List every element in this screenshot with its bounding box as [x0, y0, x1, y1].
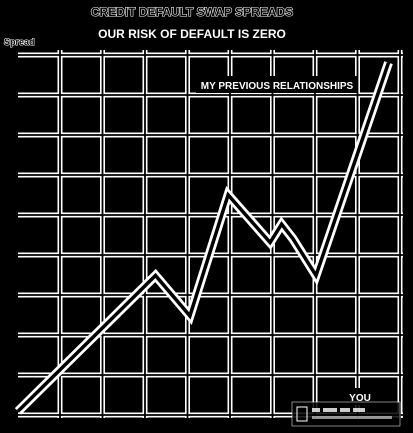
chart-title: CREDIT DEFAULT SWAP SPREADS	[91, 5, 293, 19]
series-line	[16, 62, 391, 413]
watermark	[291, 401, 401, 427]
annotation-relationships: MY PREVIOUS RELATIONSHIPS	[201, 81, 354, 92]
series-layer	[14, 61, 393, 415]
y-axis-label: Spread	[4, 37, 35, 47]
annotation-box-you	[345, 388, 376, 405]
annotation-box-relationships	[196, 76, 358, 93]
chart-subtitle: OUR RISK OF DEFAULT IS ZERO	[98, 27, 286, 41]
annotation-you: YOU	[349, 393, 371, 404]
